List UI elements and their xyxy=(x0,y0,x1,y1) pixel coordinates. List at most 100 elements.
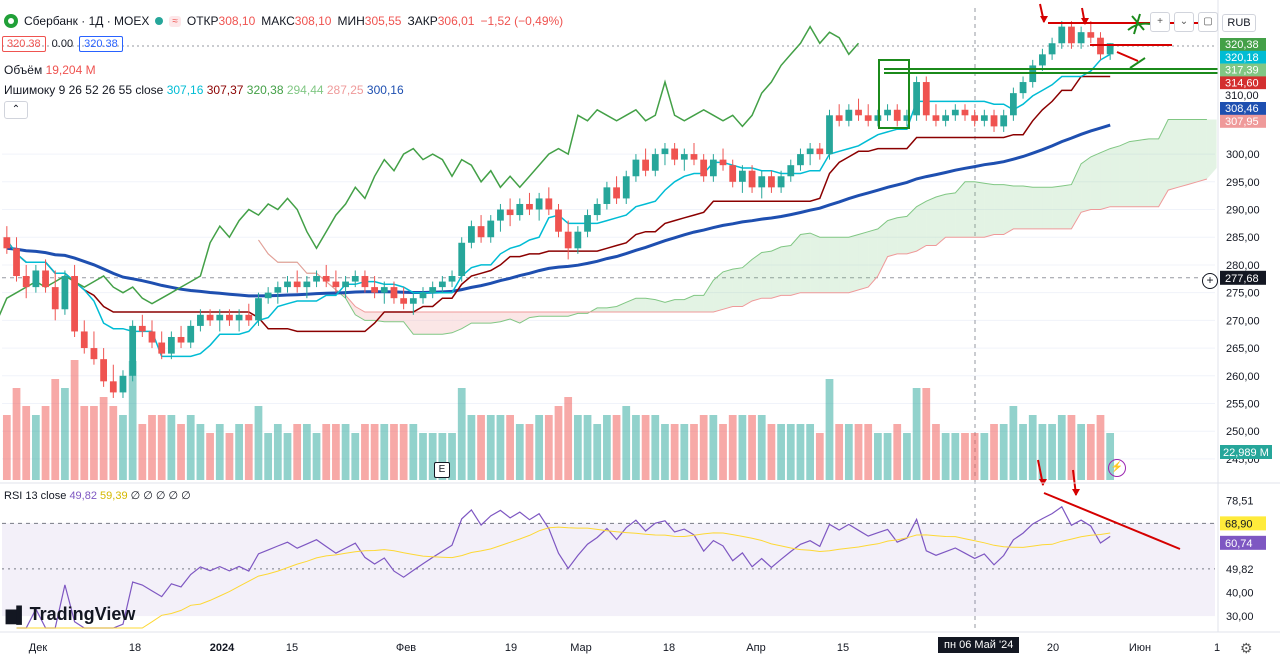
candle-body xyxy=(1097,37,1104,55)
volume-bar xyxy=(912,388,921,480)
price-badge-text: 307,95 xyxy=(1225,116,1259,128)
candle-body xyxy=(371,287,379,293)
rsi-extra: ∅ ∅ ∅ ∅ ∅ xyxy=(130,490,191,502)
cloud-segment xyxy=(761,251,772,299)
chevron-down-icon[interactable]: ⌄ xyxy=(1174,12,1194,32)
candle-body xyxy=(13,248,20,277)
volume-bar xyxy=(980,433,989,480)
rsi-ma-value: 59,39 xyxy=(100,490,128,502)
volume-bar xyxy=(419,433,427,480)
volume-bar xyxy=(399,424,408,480)
volume-bar xyxy=(1038,424,1047,480)
volume-bar xyxy=(941,433,950,480)
open-label: ОТКР xyxy=(186,14,219,28)
low-value: 305,55 xyxy=(364,14,402,28)
candle-body xyxy=(990,115,998,127)
tradingview-logo[interactable]: ▆▌ TradingView xyxy=(6,604,135,625)
price-badge xyxy=(1220,38,1266,51)
candle-body xyxy=(555,209,562,232)
price-tick: 295,00 xyxy=(1226,177,1260,189)
price-badge xyxy=(1220,102,1266,115)
candle-body xyxy=(661,148,669,155)
candle-body xyxy=(332,281,340,288)
cloud-segment xyxy=(984,183,995,238)
volume-bar xyxy=(186,415,195,480)
candle-body xyxy=(768,176,775,188)
cloud-segment xyxy=(413,312,424,335)
candle-body xyxy=(1009,93,1017,116)
rsi-tick: 49,82 xyxy=(1226,564,1254,576)
candle-body xyxy=(632,159,640,177)
candle-body xyxy=(284,281,291,288)
price-badge-text: 308,46 xyxy=(1225,103,1259,115)
volume-bar xyxy=(361,424,369,480)
tradingview-text: TradingView xyxy=(29,604,136,624)
cloud-segment xyxy=(481,312,491,324)
price-tick: 255,00 xyxy=(1226,398,1260,410)
lightning-icon[interactable]: ⚡ xyxy=(1108,459,1126,477)
volume-bar xyxy=(1009,406,1018,480)
maximize-icon[interactable]: ▢ xyxy=(1198,12,1218,32)
candle-body xyxy=(680,154,688,160)
sell-button[interactable]: 320.38 xyxy=(2,36,46,52)
ichimoku-value: 307,16 xyxy=(166,83,204,97)
cloud-segment xyxy=(384,312,394,322)
ichimoku-value: 287,25 xyxy=(323,83,364,97)
cloud-segment xyxy=(742,259,753,307)
candle-body xyxy=(893,109,901,121)
spread-value: 0.00 xyxy=(51,38,74,50)
kijun-line xyxy=(6,75,1111,333)
candle-body xyxy=(874,115,882,121)
candle-body xyxy=(1087,32,1095,38)
candle-body xyxy=(448,276,456,282)
settings-gear-icon[interactable]: ⚙ xyxy=(1240,640,1253,656)
volume-bar xyxy=(825,379,834,480)
candle-body xyxy=(1058,26,1066,44)
buy-button[interactable]: 320.38 xyxy=(79,36,123,52)
volume-bar xyxy=(177,424,185,480)
arrow-head xyxy=(1040,16,1048,23)
volume-bar xyxy=(61,388,69,480)
volume-bar xyxy=(1096,415,1105,480)
cloud-segment xyxy=(403,312,414,335)
volume-bar xyxy=(874,433,882,480)
candle-body xyxy=(380,287,388,293)
plus-icon[interactable]: + xyxy=(1150,12,1170,32)
cloud-segment xyxy=(539,312,549,317)
crosshair-plus-icon[interactable]: + xyxy=(1202,273,1218,289)
cloud-segment xyxy=(432,312,443,335)
rsi-label[interactable]: RSI 13 close xyxy=(4,490,67,502)
approx-icon: ≈ xyxy=(169,15,181,27)
collapse-icon[interactable]: ⌃ xyxy=(4,101,28,119)
earnings-icon[interactable]: E xyxy=(434,462,450,478)
candle-body xyxy=(651,154,659,171)
arrow-right-down xyxy=(1116,51,1139,62)
currency-selector[interactable]: RUB xyxy=(1222,14,1256,32)
cloud-segment xyxy=(964,181,975,238)
volume-bar xyxy=(225,433,234,480)
volume-bar xyxy=(796,424,805,480)
candle-body xyxy=(148,331,156,343)
volume-bar xyxy=(970,433,979,480)
volume-label[interactable]: Объём xyxy=(4,63,43,77)
volume-bar xyxy=(448,433,456,480)
candle-body xyxy=(806,148,814,155)
candle-body xyxy=(603,187,611,204)
cloud-segment xyxy=(1090,152,1101,210)
cloud-segment xyxy=(558,312,569,317)
rsi-ma-line xyxy=(16,526,1111,629)
arrow-up-green xyxy=(1129,57,1146,69)
candle-body xyxy=(438,281,446,288)
cloud-segment xyxy=(906,206,917,254)
symbol-title[interactable]: Сбербанк · 1Д · MOEX xyxy=(24,14,150,28)
candle-body xyxy=(835,115,843,121)
change-value: −1,52 (−0,49%) xyxy=(480,14,564,28)
candle-body xyxy=(932,115,940,121)
ichimoku-label[interactable]: Ишимоку 9 26 52 26 55 close xyxy=(4,83,164,97)
time-label: 18 xyxy=(663,642,675,654)
cloud-segment xyxy=(819,237,830,293)
cloud-segment xyxy=(548,312,559,317)
axes: 300,00 295,00 290,00 285,00 280,00 275,00 270,… xyxy=(0,0,1280,654)
cloud-segment xyxy=(1129,140,1140,207)
